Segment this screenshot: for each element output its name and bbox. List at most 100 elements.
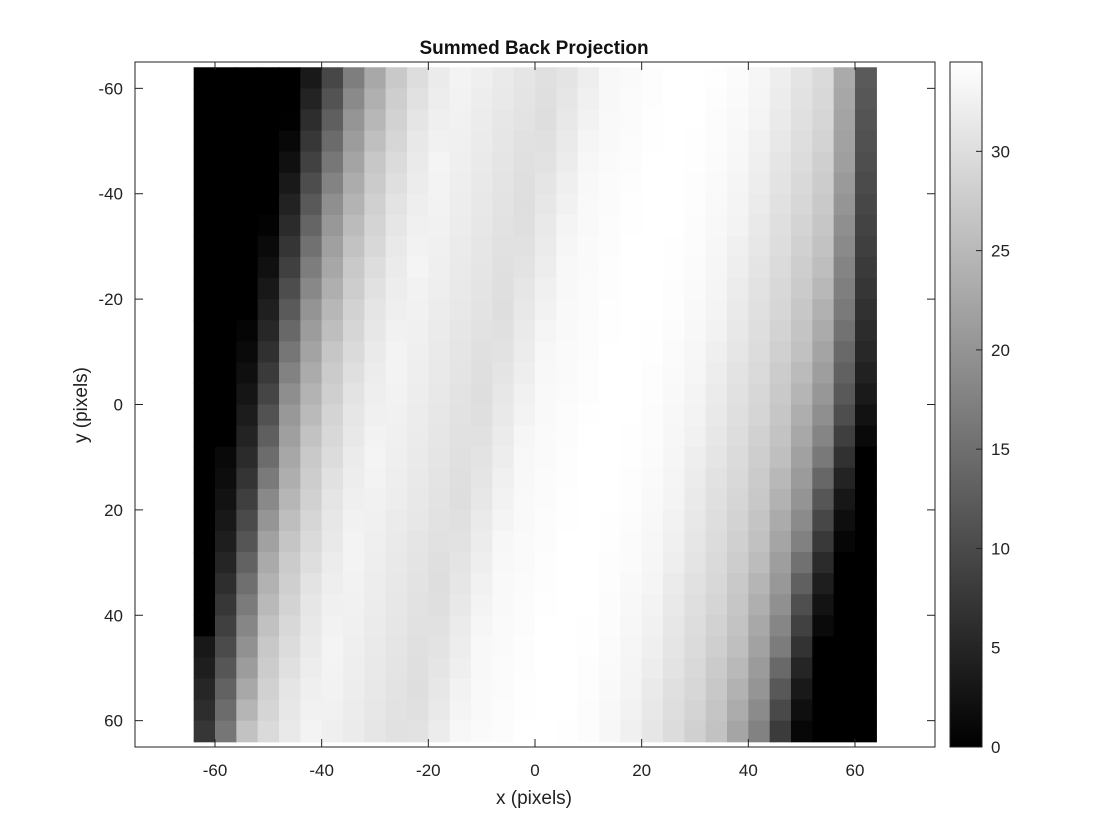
heatmap-cell (450, 299, 472, 321)
heatmap-cell (748, 362, 770, 384)
heatmap-cell (642, 510, 664, 532)
heatmap-cell (663, 721, 685, 743)
heatmap-cell (236, 447, 258, 469)
heatmap-cell (770, 67, 792, 89)
heatmap-cell (279, 362, 301, 384)
heatmap-cell (791, 236, 813, 258)
heatmap-cell (471, 573, 493, 595)
heatmap-cell (407, 468, 429, 490)
heatmap-cell (556, 109, 578, 131)
heatmap-cell (812, 679, 834, 701)
heatmap-cell (535, 362, 557, 384)
heatmap-cell (514, 679, 536, 701)
heatmap-cell (194, 152, 216, 174)
heatmap-cell (727, 594, 749, 616)
heatmap-cell (855, 552, 877, 574)
heatmap-cell (578, 88, 600, 110)
heatmap-cell (535, 341, 557, 363)
heatmap-cell (236, 362, 258, 384)
heatmap-cell (386, 383, 408, 405)
heatmap-cell (258, 173, 280, 195)
heatmap-cell (834, 405, 856, 427)
heatmap-cell (642, 657, 664, 679)
heatmap-cell (343, 679, 365, 701)
heatmap-cell (322, 299, 344, 321)
heatmap-cell (428, 362, 450, 384)
heatmap-cell (343, 405, 365, 427)
heatmap-cell (343, 194, 365, 216)
heatmap-cell (748, 657, 770, 679)
heatmap-cell (300, 594, 322, 616)
heatmap-cell (748, 194, 770, 216)
heatmap-cell (748, 152, 770, 174)
heatmap-cell (492, 447, 514, 469)
heatmap-cell (535, 131, 557, 153)
heatmap-cell (450, 447, 472, 469)
heatmap-cell (599, 362, 621, 384)
heatmap-cell (322, 194, 344, 216)
heatmap-cell (770, 636, 792, 658)
heatmap-cell (194, 88, 216, 110)
heatmap-cell (450, 194, 472, 216)
heatmap-cell (535, 700, 557, 722)
heatmap-cell (450, 510, 472, 532)
heatmap-cell (556, 341, 578, 363)
heatmap-cell (599, 341, 621, 363)
heatmap-cell (578, 278, 600, 300)
heatmap-cell (855, 257, 877, 279)
heatmap-cell (300, 700, 322, 722)
heatmap-cell (663, 383, 685, 405)
heatmap-cell (812, 700, 834, 722)
heatmap-cell (684, 447, 706, 469)
heatmap-cell (514, 341, 536, 363)
heatmap-cell (514, 215, 536, 237)
heatmap-cell (663, 152, 685, 174)
heatmap-cell (812, 721, 834, 743)
heatmap-cell (855, 615, 877, 637)
heatmap-cell (706, 405, 728, 427)
heatmap-cell (514, 131, 536, 153)
heatmap-cell (492, 573, 514, 595)
heatmap-cell (599, 278, 621, 300)
heatmap-cell (279, 194, 301, 216)
heatmap-cell (322, 531, 344, 553)
heatmap-cell (343, 383, 365, 405)
heatmap-cell (599, 215, 621, 237)
heatmap-cell (428, 573, 450, 595)
heatmap-cell (343, 320, 365, 342)
heatmap-cell (812, 383, 834, 405)
heatmap-cell (706, 615, 728, 637)
heatmap-cell (407, 278, 429, 300)
heatmap-cell (642, 88, 664, 110)
heatmap-cell (300, 236, 322, 258)
colorbar-tick-label: 25 (991, 242, 1010, 261)
heatmap-cell (343, 468, 365, 490)
heatmap-cell (535, 67, 557, 89)
heatmap-cell (194, 426, 216, 448)
heatmap-cell (791, 194, 813, 216)
heatmap-cell (620, 636, 642, 658)
heatmap-cell (855, 700, 877, 722)
heatmap-cell (471, 152, 493, 174)
heatmap-cell (258, 531, 280, 553)
chart-title: Summed Back Projection (419, 38, 648, 59)
heatmap-cell (812, 362, 834, 384)
heatmap-cell (471, 657, 493, 679)
heatmap-cell (258, 109, 280, 131)
heatmap-cell (770, 278, 792, 300)
heatmap-cell (343, 152, 365, 174)
heatmap-cell (812, 636, 834, 658)
heatmap-cell (620, 447, 642, 469)
heatmap-cell (364, 341, 386, 363)
heatmap-cell (194, 594, 216, 616)
heatmap-cell (706, 426, 728, 448)
heatmap-cell (684, 468, 706, 490)
heatmap-cell (300, 320, 322, 342)
heatmap-cell (258, 383, 280, 405)
heatmap-cell (279, 679, 301, 701)
x-tick-label: 60 (846, 761, 865, 780)
heatmap-cell (428, 131, 450, 153)
heatmap-cell (514, 573, 536, 595)
heatmap-cell (706, 468, 728, 490)
heatmap-cell (215, 489, 237, 511)
